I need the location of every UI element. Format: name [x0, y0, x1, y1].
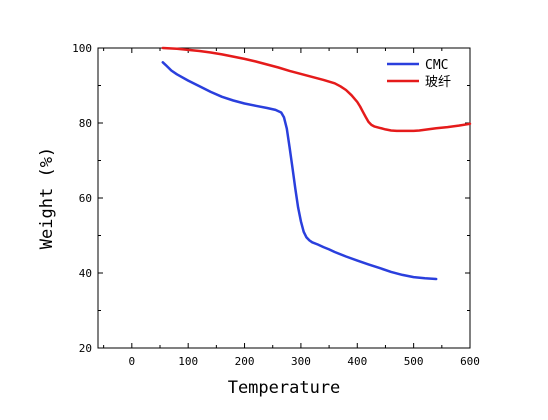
- series-line-cmc: [161, 61, 438, 281]
- x-tick-label: 400: [347, 355, 367, 368]
- y-axis-label: Weight (%): [37, 147, 57, 249]
- y-tick-label: 60: [79, 192, 92, 205]
- legend: CMC 玻纤: [387, 58, 451, 90]
- axes-layer: 0 100 200 300 400 500 600 20 40 60 80 100: [72, 42, 480, 368]
- y-tick-label: 80: [79, 117, 92, 130]
- x-tick-label: 300: [291, 355, 311, 368]
- y-tick-label: 100: [72, 42, 92, 55]
- y-tick-label: 20: [79, 342, 92, 355]
- series-layer: [161, 46, 472, 281]
- series-line-玻纤: [161, 46, 472, 133]
- x-tick-label: 200: [235, 355, 255, 368]
- legend-label: CMC: [425, 58, 448, 73]
- x-axis-label: Temperature: [228, 378, 341, 398]
- x-tick-label: 100: [178, 355, 198, 368]
- x-tick-label: 0: [129, 355, 136, 368]
- legend-label: 玻纤: [425, 75, 451, 90]
- y-tick-label: 40: [79, 267, 92, 280]
- x-tick-label: 600: [460, 355, 480, 368]
- x-tick-label: 500: [404, 355, 424, 368]
